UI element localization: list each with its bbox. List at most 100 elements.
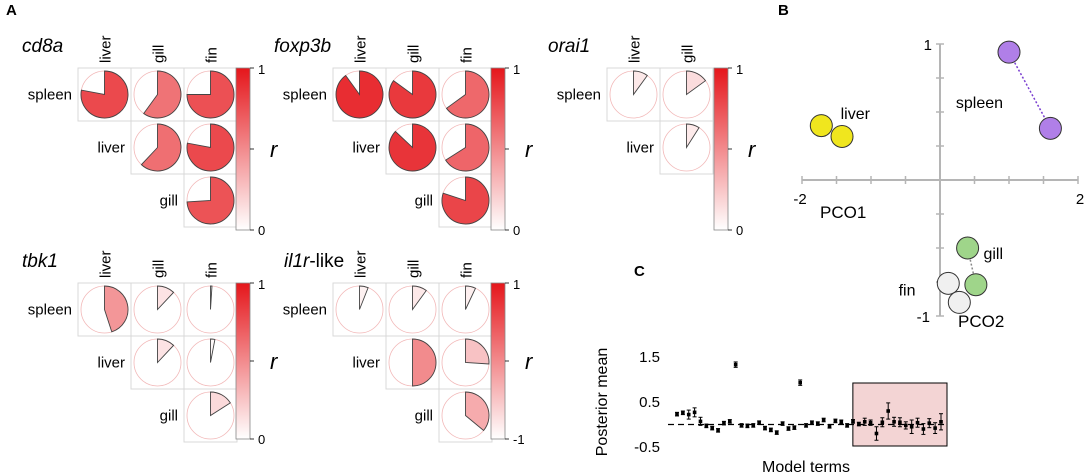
colorbar	[235, 67, 251, 231]
y-tick-label: -1	[917, 309, 930, 326]
pie-slice	[186, 176, 235, 225]
pie-slice	[465, 338, 490, 365]
column-label: fin	[204, 262, 221, 278]
data-point	[874, 431, 879, 436]
colorbar-symbol: r	[748, 137, 757, 162]
column-label: liver	[353, 35, 370, 63]
matrix-title: cd8a	[22, 36, 63, 57]
data-point	[880, 420, 885, 425]
data-point	[857, 422, 861, 426]
matrix-title-suffix: -like	[309, 251, 344, 272]
column-label: liver	[98, 250, 115, 278]
pie-slice	[104, 285, 129, 333]
column-label: fin	[459, 262, 476, 278]
data-point	[774, 430, 779, 435]
colorbar-max-label: 1	[513, 277, 520, 292]
colorbar-min-label: 0	[513, 223, 520, 238]
data-point	[798, 380, 802, 385]
row-label: liver	[626, 140, 654, 157]
y-tick-label: 1	[924, 37, 932, 54]
data-point	[751, 423, 756, 428]
pie-slice	[388, 123, 437, 172]
colorbar-symbol: r	[270, 349, 279, 374]
column-label: gill	[406, 260, 423, 278]
colorbar-symbol: r	[525, 349, 534, 374]
correlation-matrices: cd8a liver gill finspleenlivergill10rfoxp3b…	[22, 35, 757, 447]
data-point	[681, 411, 685, 415]
matrix-0: cd8a liver gill fin spleen liver gill 1 0 r	[22, 35, 279, 238]
pie-slice	[441, 176, 490, 225]
matrix-3: tbk1 liver gill fin spleen liver gill 1 0 r	[22, 250, 279, 447]
row-label: spleen	[28, 87, 72, 104]
row-label: liver	[352, 355, 380, 372]
pie-slice	[186, 123, 235, 172]
row-label: liver	[97, 355, 125, 372]
liver-point	[830, 124, 854, 148]
column-label: gill	[406, 45, 423, 63]
matrix-cell	[659, 120, 714, 175]
y-axis-label: Posterior mean	[594, 348, 611, 457]
data-point	[704, 424, 709, 428]
data-point	[698, 419, 703, 424]
row-label: liver	[352, 140, 380, 157]
spleen-label: spleen	[956, 95, 1003, 112]
data-point	[686, 412, 691, 417]
pie-slice	[143, 70, 182, 119]
panel-label-b: B	[778, 2, 789, 19]
matrix-4: il1r-like liver gill fin spleen liver gill 1 -1 r	[283, 250, 534, 447]
row-label: spleen	[283, 302, 327, 319]
pie-slice	[335, 70, 384, 119]
data-point	[804, 423, 808, 428]
data-point	[898, 420, 902, 425]
matrix-title: orai1	[548, 36, 590, 57]
data-point	[733, 362, 738, 367]
x-axis-label: PCO1	[820, 203, 866, 222]
data-point	[769, 428, 773, 432]
data-point	[757, 420, 761, 425]
pie-slice	[80, 70, 129, 119]
column-label: fin	[459, 47, 476, 63]
colorbar-symbol: r	[525, 137, 534, 162]
data-point	[886, 409, 890, 413]
matrix-2: orai1 liver gill spleen liver 1 0 r	[548, 35, 757, 238]
fin-label: fin	[899, 283, 916, 300]
data-point	[868, 420, 873, 425]
data-point	[892, 420, 896, 424]
data-point	[821, 418, 826, 422]
pie-slice	[210, 391, 231, 417]
row-label: spleen	[28, 302, 72, 319]
data-point	[839, 420, 844, 424]
pie-slice	[157, 285, 175, 311]
panel-label-c: C	[634, 263, 645, 280]
data-point	[927, 421, 932, 425]
colorbar-max-label: 1	[736, 62, 743, 77]
pie-slice	[445, 70, 490, 119]
column-label: fin	[204, 47, 221, 63]
data-point	[675, 412, 679, 416]
colorbar-symbol: r	[270, 137, 279, 162]
posterior-mean-plot: -0.5 0.5 1.5 Model terms Posterior mean	[594, 348, 948, 476]
data-point	[921, 427, 926, 431]
column-label: gill	[151, 260, 168, 278]
column-label: gill	[680, 45, 697, 63]
panel-label-a: A	[6, 2, 17, 19]
data-point	[851, 419, 855, 424]
row-label: gill	[160, 193, 178, 210]
data-point	[909, 424, 914, 429]
data-point	[915, 420, 920, 425]
data-point	[816, 421, 820, 426]
row-label: spleen	[557, 87, 601, 104]
colorbar-min-label: 0	[736, 223, 743, 238]
liver-label: liver	[841, 106, 871, 123]
pie-slice	[186, 70, 235, 119]
column-label: gill	[151, 45, 168, 63]
colorbar-min-label: -1	[513, 432, 525, 447]
row-label: spleen	[283, 87, 327, 104]
data-point	[692, 410, 697, 415]
connector-line	[1008, 51, 1052, 129]
pie-slice	[633, 70, 648, 96]
pie-slice	[465, 391, 490, 432]
y-tick-label: 1.5	[639, 349, 660, 366]
data-point	[728, 419, 732, 424]
